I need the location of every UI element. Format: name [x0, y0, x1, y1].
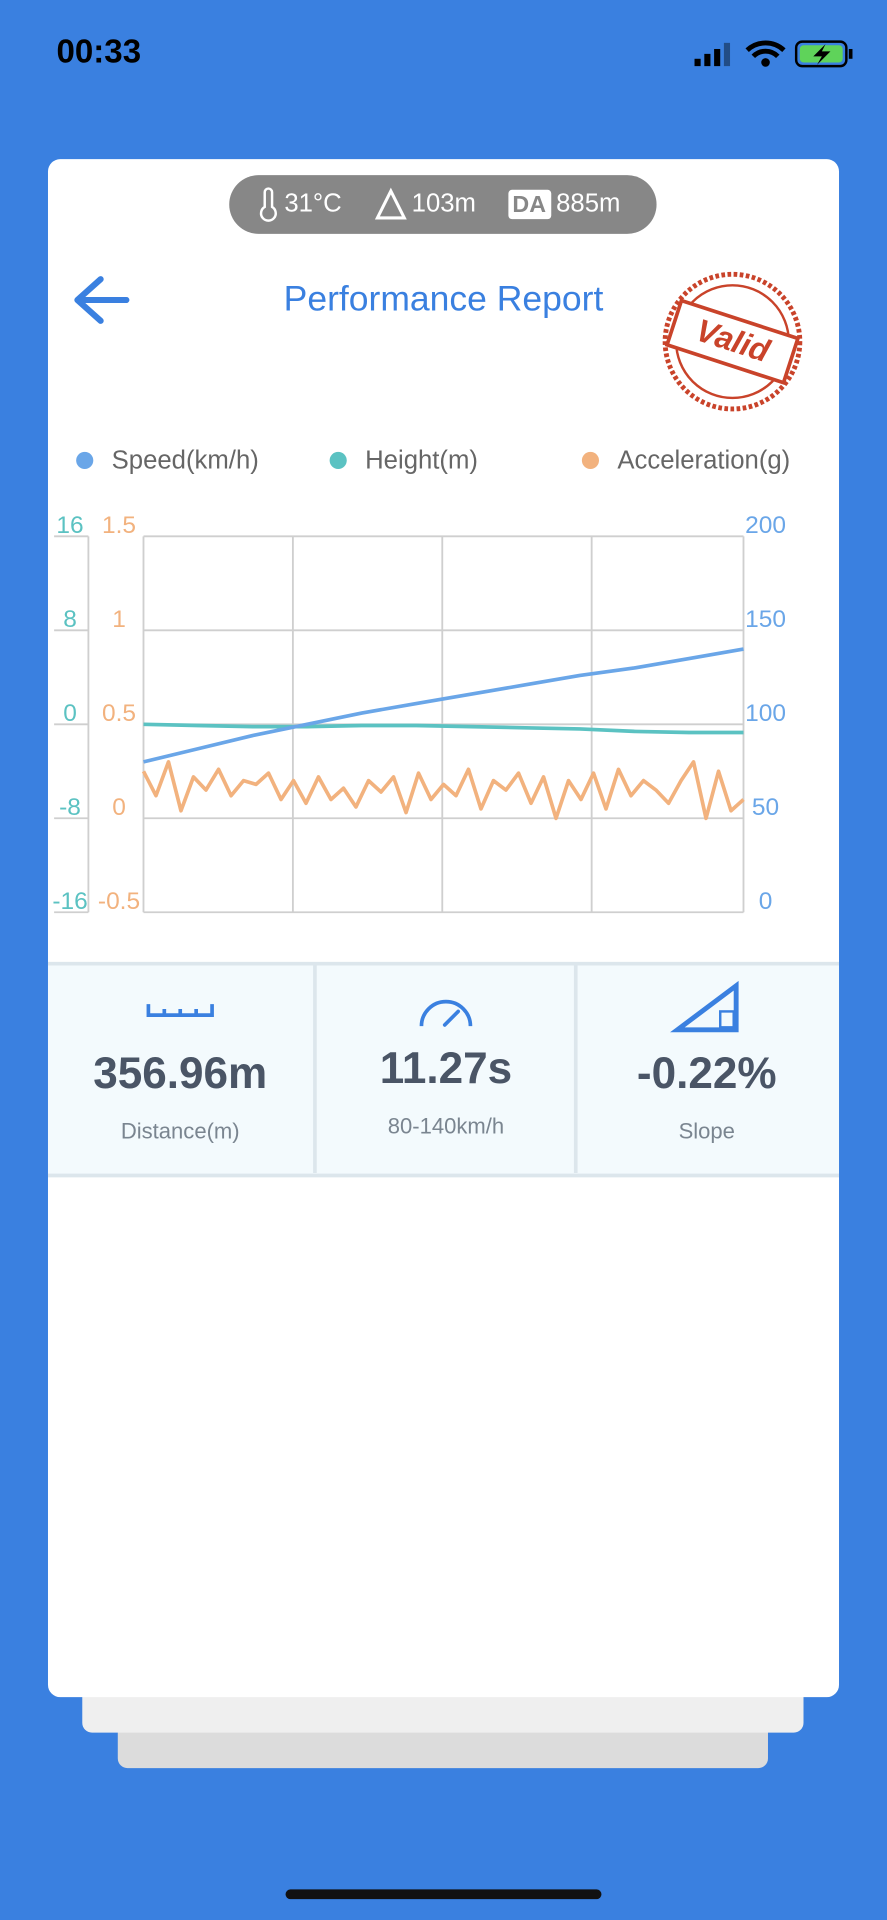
- stat-value: 356.96m: [93, 1049, 267, 1098]
- series-line: [143, 647, 744, 764]
- slope-icon: [670, 980, 739, 1033]
- series-line: [143, 722, 744, 735]
- back-button[interactable]: [74, 276, 130, 324]
- y-tick-label: 150: [745, 606, 786, 633]
- y-tick-label: 100: [745, 700, 786, 727]
- legend-dot: [76, 451, 94, 469]
- altitude: 103m: [412, 189, 476, 217]
- conditions-pill: [229, 175, 657, 234]
- y-tick-label: 1: [112, 606, 126, 633]
- stats-panel: [47, 963, 840, 1176]
- page-title: Performance Report: [284, 279, 604, 319]
- legend-dot: [329, 451, 347, 469]
- stat-label: 80-140km/h: [388, 1114, 504, 1139]
- mountain-icon: [374, 187, 407, 220]
- speedometer-icon: [419, 999, 473, 1027]
- y-tick-label: 0: [759, 888, 773, 915]
- stat-label: Slope: [679, 1118, 735, 1143]
- legend-label: Speed(km/h): [112, 446, 259, 474]
- y-tick-label: 1.5: [102, 512, 136, 539]
- y-tick-label: 0: [63, 700, 77, 727]
- legend-label: Acceleration(g): [617, 446, 790, 474]
- da-label: DA: [512, 191, 546, 217]
- distance-icon: [146, 1004, 214, 1017]
- y-tick-label: 200: [745, 512, 786, 539]
- status-time: 00:33: [57, 34, 142, 71]
- legend-label: Height(m): [365, 446, 478, 474]
- y-tick-label: -16: [52, 888, 87, 915]
- stat-label: Distance(m): [121, 1118, 240, 1143]
- home-indicator: [285, 1889, 602, 1900]
- thermometer-icon: [259, 187, 277, 222]
- series-line: [141, 760, 745, 821]
- y-tick-label: 50: [752, 794, 779, 821]
- temperature: 31°C: [284, 189, 341, 217]
- y-tick-label: 0: [112, 794, 126, 821]
- card: [47, 159, 840, 1698]
- stat-value: -0.22%: [637, 1049, 777, 1098]
- y-tick-label: 16: [56, 512, 83, 539]
- y-tick-label: -8: [59, 794, 81, 821]
- y-tick-label: 0.5: [102, 700, 136, 727]
- y-tick-label: -0.5: [98, 888, 140, 915]
- stats-dividers: [47, 961, 840, 1178]
- valid-stamp: Valid: [662, 271, 803, 412]
- da-badge: [508, 189, 552, 220]
- stat-value: 11.27s: [380, 1044, 512, 1093]
- density-altitude: 885m: [556, 189, 620, 217]
- legend-dot: [581, 451, 600, 469]
- y-tick-label: 8: [63, 606, 77, 633]
- status-icons: [694, 40, 853, 68]
